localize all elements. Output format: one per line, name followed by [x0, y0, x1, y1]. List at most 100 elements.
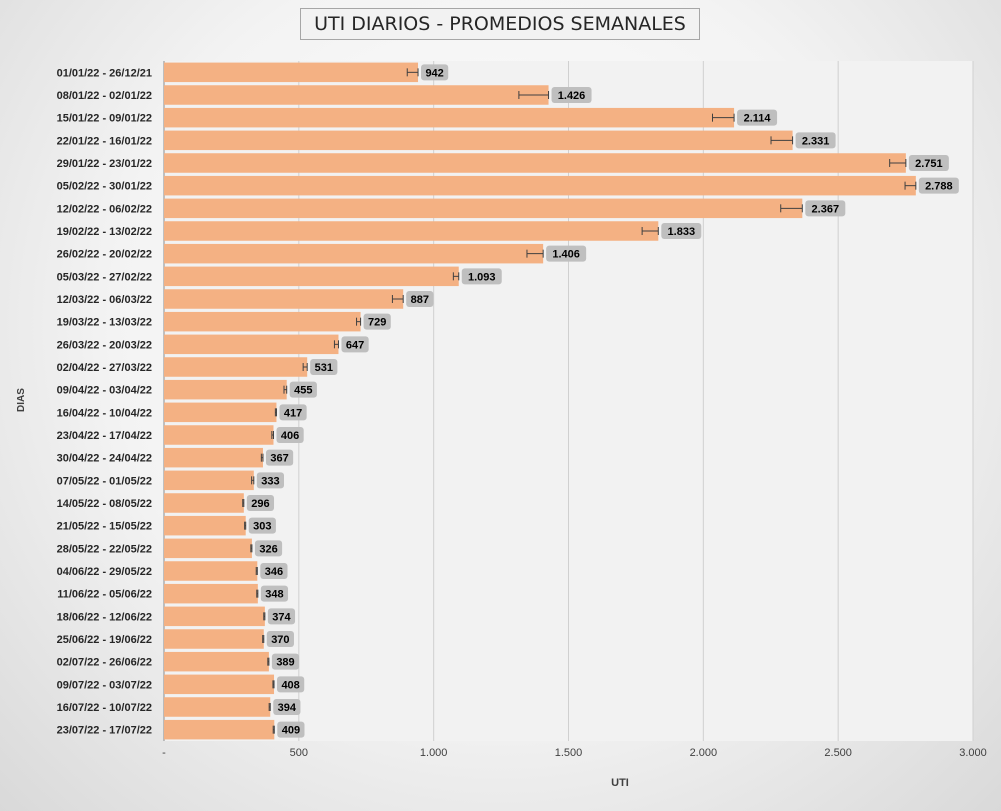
bar — [164, 130, 793, 151]
bar — [164, 515, 246, 536]
data-label: 942 — [425, 67, 443, 79]
data-label: 2.331 — [802, 135, 830, 147]
data-label: 1.426 — [558, 90, 586, 102]
data-label: 346 — [265, 566, 283, 578]
category-label: 12/03/22 - 06/03/22 — [57, 294, 152, 306]
category-label: 08/01/22 - 02/01/22 — [57, 90, 152, 102]
category-label: 11/06/22 - 05/06/22 — [57, 589, 152, 601]
data-label-box — [546, 245, 587, 262]
x-tick-label: 500 — [290, 747, 308, 759]
data-label: 1.093 — [468, 271, 496, 283]
data-label: 326 — [259, 543, 277, 555]
data-label-box — [260, 563, 288, 579]
category-label: 12/02/22 - 06/02/22 — [57, 203, 152, 215]
category-label: 02/04/22 - 27/03/22 — [57, 362, 152, 374]
bar — [164, 175, 916, 196]
data-label-box — [461, 268, 502, 285]
bar — [164, 379, 287, 400]
category-label: 09/04/22 - 03/04/22 — [57, 385, 152, 397]
data-label-box — [277, 721, 305, 738]
data-label: 333 — [261, 475, 279, 487]
data-label: 1.406 — [552, 249, 580, 261]
category-label: 15/01/22 - 09/01/22 — [57, 113, 152, 125]
data-label: 531 — [315, 362, 333, 374]
category-label: 18/06/22 - 12/06/22 — [57, 611, 152, 623]
bar — [164, 153, 906, 173]
bar — [164, 334, 339, 355]
data-label: 2.367 — [812, 203, 840, 215]
data-label-box — [908, 155, 949, 171]
bar — [164, 583, 258, 604]
chart-title: UTI DIARIOS - PROMEDIOS SEMANALES — [300, 8, 700, 40]
bar — [164, 198, 803, 219]
category-label: 30/04/22 - 24/04/22 — [57, 453, 152, 465]
category-label: 22/01/22 - 16/01/22 — [57, 135, 152, 147]
bar — [164, 651, 269, 672]
bar — [164, 85, 549, 105]
x-tick-label: 1.500 — [555, 747, 583, 759]
bar — [164, 289, 404, 309]
category-label: 16/07/22 - 10/07/22 — [57, 702, 152, 714]
data-label-box — [551, 87, 592, 103]
data-label: 348 — [265, 589, 283, 601]
data-label-box — [273, 699, 301, 715]
y-axis-title: DIAS — [16, 388, 27, 412]
data-label-box — [267, 608, 296, 625]
category-label: 16/04/22 - 10/04/22 — [57, 407, 152, 419]
bar — [164, 62, 419, 83]
x-tick-label: 3.000 — [959, 747, 987, 759]
data-label-box — [279, 404, 307, 421]
data-label-box — [289, 381, 317, 398]
bar — [164, 629, 264, 649]
data-label-box — [260, 585, 289, 602]
data-label-box — [248, 517, 276, 534]
data-label: 2.114 — [744, 113, 772, 125]
data-label: 2.751 — [915, 158, 943, 170]
data-label-box — [266, 631, 294, 647]
data-label: 394 — [278, 702, 297, 714]
data-label: 2.788 — [925, 181, 953, 193]
data-label-box — [406, 291, 434, 307]
category-label: 26/02/22 - 20/02/22 — [57, 249, 152, 261]
bar — [164, 493, 244, 513]
data-label: 647 — [346, 339, 364, 351]
bar — [164, 697, 271, 717]
category-label: 02/07/22 - 26/06/22 — [57, 657, 152, 669]
bar — [164, 447, 263, 468]
category-label: 19/02/22 - 13/02/22 — [57, 226, 152, 238]
bar — [164, 674, 275, 695]
category-label: 05/03/22 - 27/02/22 — [57, 271, 152, 283]
x-axis-title: UTI — [611, 777, 629, 789]
data-label: 389 — [276, 657, 294, 669]
category-label: 29/01/22 - 23/01/22 — [57, 158, 152, 170]
category-label: 04/06/22 - 29/05/22 — [57, 566, 152, 578]
x-tick-label: - — [162, 747, 166, 759]
bar — [164, 561, 258, 581]
data-label-box — [277, 676, 305, 693]
data-label-box — [271, 653, 300, 670]
data-label: 374 — [272, 611, 291, 623]
category-label: 07/05/22 - 01/05/22 — [57, 475, 152, 487]
category-label: 01/01/22 - 26/12/21 — [57, 67, 152, 79]
data-label-box — [310, 359, 338, 375]
data-label: 296 — [251, 498, 269, 510]
data-label: 367 — [270, 453, 288, 465]
data-label: 729 — [368, 317, 386, 329]
category-label: 25/06/22 - 19/06/22 — [57, 634, 152, 646]
x-tick-label: 1.000 — [420, 747, 448, 759]
data-label-box — [276, 427, 304, 443]
data-label-box — [256, 472, 284, 489]
category-label: 23/07/22 - 17/07/22 — [57, 725, 152, 737]
bar — [164, 221, 659, 241]
bar — [164, 243, 544, 264]
data-label-box — [795, 132, 836, 149]
bar — [164, 538, 252, 559]
category-label: 19/03/22 - 13/03/22 — [57, 317, 152, 329]
data-label: 409 — [282, 725, 300, 737]
data-label-box — [918, 177, 959, 194]
data-label-box — [737, 109, 778, 126]
data-label-box — [341, 336, 369, 353]
data-label-box — [246, 495, 275, 511]
category-label: 05/02/22 - 30/01/22 — [57, 181, 152, 193]
